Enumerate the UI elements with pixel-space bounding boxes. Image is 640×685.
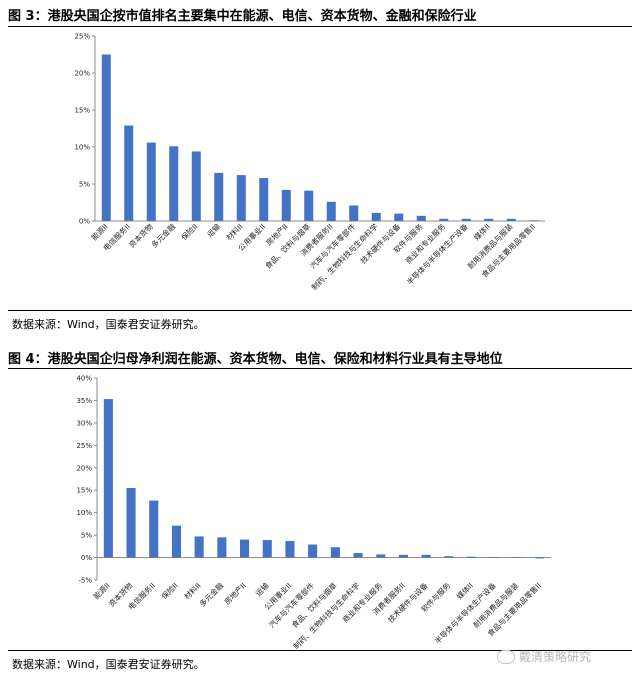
y-tick-label: 15% (76, 487, 92, 495)
bar (353, 553, 363, 558)
y-tick-label: 5% (79, 181, 90, 189)
x-tick-label: 材料II (182, 580, 203, 601)
x-tick-label: 媒体II (471, 221, 492, 242)
bar (349, 205, 359, 221)
figure-4-title: 图 4：港股央国企归母净利润在能源、资本货物、电信、保险和材料行业具有主导地位 (8, 352, 503, 367)
y-tick-label: 0% (79, 218, 90, 226)
x-tick-label: 材料II (224, 221, 245, 242)
watermark-text: 戴清策略研究 (519, 650, 592, 664)
y-tick-label: 25% (74, 33, 90, 41)
bar (535, 557, 545, 559)
bar (398, 554, 408, 558)
bar (371, 212, 381, 221)
bar (169, 146, 179, 221)
bar (126, 487, 136, 558)
bar (171, 525, 181, 558)
bar (512, 557, 522, 558)
bar (326, 201, 336, 221)
bar (330, 547, 340, 558)
bar (394, 213, 404, 221)
bar (484, 218, 494, 221)
bar (467, 556, 477, 558)
bar (214, 172, 224, 221)
figure-3-top-rule (8, 26, 632, 27)
y-tick-label: 20% (76, 464, 92, 472)
y-tick-label: 30% (76, 419, 92, 427)
x-tick-label: 媒体II (454, 580, 475, 601)
x-tick-label: 运输 (253, 580, 271, 598)
x-tick-label: 多元金融 (149, 221, 178, 250)
bar (194, 536, 204, 558)
y-tick-label: -5% (78, 577, 92, 585)
bar (101, 54, 111, 221)
y-tick-label: 10% (76, 509, 92, 517)
bar (416, 215, 426, 221)
x-tick-label: 房地产II (222, 580, 248, 606)
x-tick-label: 技术硬件与设备 (385, 580, 430, 625)
bar (461, 218, 471, 221)
bar (262, 540, 272, 558)
bar (191, 151, 201, 221)
bar (421, 554, 431, 558)
bar (146, 142, 156, 221)
bar (529, 220, 539, 221)
figure-3-bottom-rule (8, 310, 632, 311)
bar (240, 539, 250, 558)
bar (285, 540, 295, 558)
figure-4-top-rule (8, 368, 632, 369)
x-tick-label: 保险II (159, 580, 180, 601)
bar (506, 218, 516, 221)
bar (149, 500, 159, 558)
figure-3-source: 数据来源：Wind，国泰君安证券研究。 (12, 318, 205, 331)
bar (376, 554, 386, 558)
y-tick-label: 15% (74, 107, 90, 115)
bar (124, 125, 134, 221)
x-tick-label: 多元金融 (197, 580, 226, 609)
bar (489, 557, 499, 558)
bar (236, 175, 246, 221)
figure-4-source: 数据来源：Wind，国泰君安证券研究。 (12, 658, 205, 671)
bar (444, 556, 454, 558)
watermark: 戴清策略研究 (497, 648, 591, 665)
wechat-icon (497, 649, 515, 664)
figure-4-bar-chart: -5%0%5%10%15%20%25%30%35%40%能源II资本货物电信服务… (76, 375, 551, 650)
x-tick-label: 保险II (179, 221, 200, 242)
bar (259, 178, 269, 221)
x-tick-label: 运输 (204, 221, 222, 239)
bar (308, 544, 318, 558)
bar (304, 190, 314, 221)
y-tick-label: 10% (74, 144, 90, 152)
x-tick-label: 能源II (89, 221, 110, 242)
x-tick-label: 商业和专业服务 (340, 580, 385, 625)
bar (103, 399, 113, 558)
y-tick-label: 35% (76, 397, 92, 405)
y-tick-label: 20% (74, 70, 90, 78)
y-tick-label: 25% (76, 442, 92, 450)
figure-3-title: 图 3：港股央国企按市值排名主要集中在能源、电信、资本货物、金融和保险行业 (8, 9, 477, 24)
x-tick-label: 能源II (91, 580, 112, 601)
y-tick-label: 5% (81, 532, 92, 540)
y-tick-label: 40% (76, 375, 92, 383)
y-tick-label: 0% (81, 554, 92, 562)
bar (281, 189, 291, 221)
figure-4-bottom-rule (8, 650, 632, 651)
bar (217, 537, 227, 558)
bar (439, 218, 449, 221)
